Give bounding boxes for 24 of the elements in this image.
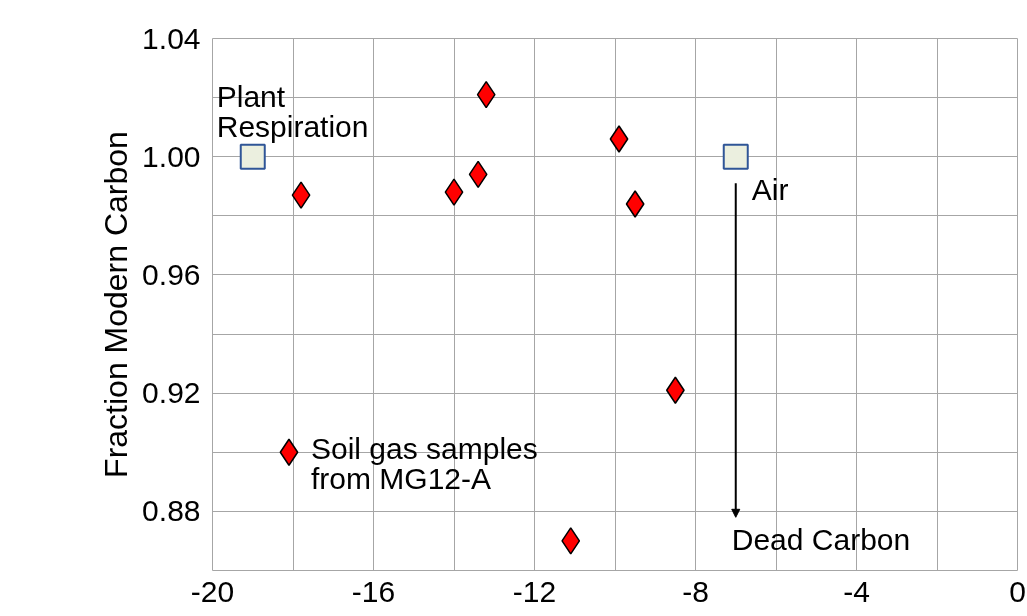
point xyxy=(561,527,581,555)
point xyxy=(609,125,629,153)
point xyxy=(722,143,749,170)
x-tick-label: -4 xyxy=(843,574,870,608)
x-tick-label: -16 xyxy=(351,574,396,608)
y-tick-label: 0.92 xyxy=(142,376,201,410)
annotation: Dead Carbon xyxy=(731,522,911,556)
annotation: Air xyxy=(751,172,789,206)
x-tick-label: -8 xyxy=(682,574,709,608)
y-tick-label: 0.96 xyxy=(142,257,201,291)
y-tick-label: 1.04 xyxy=(142,21,201,55)
point xyxy=(625,190,645,218)
x-tick-label: -12 xyxy=(512,574,557,608)
y-axis-title: Fraction Modern Carbon xyxy=(98,131,135,478)
annotation: Plant Respiration xyxy=(216,80,369,143)
point xyxy=(291,181,311,209)
annotation: Soil gas samples from MG12-A xyxy=(310,432,538,495)
text: 1.00 xyxy=(142,139,201,173)
x-tick-label: 0 xyxy=(1009,574,1026,608)
point xyxy=(239,143,266,170)
y-tick-label: 0.88 xyxy=(142,494,201,528)
x-tick-label: -20 xyxy=(190,574,235,608)
point xyxy=(444,178,464,206)
point xyxy=(665,376,685,404)
